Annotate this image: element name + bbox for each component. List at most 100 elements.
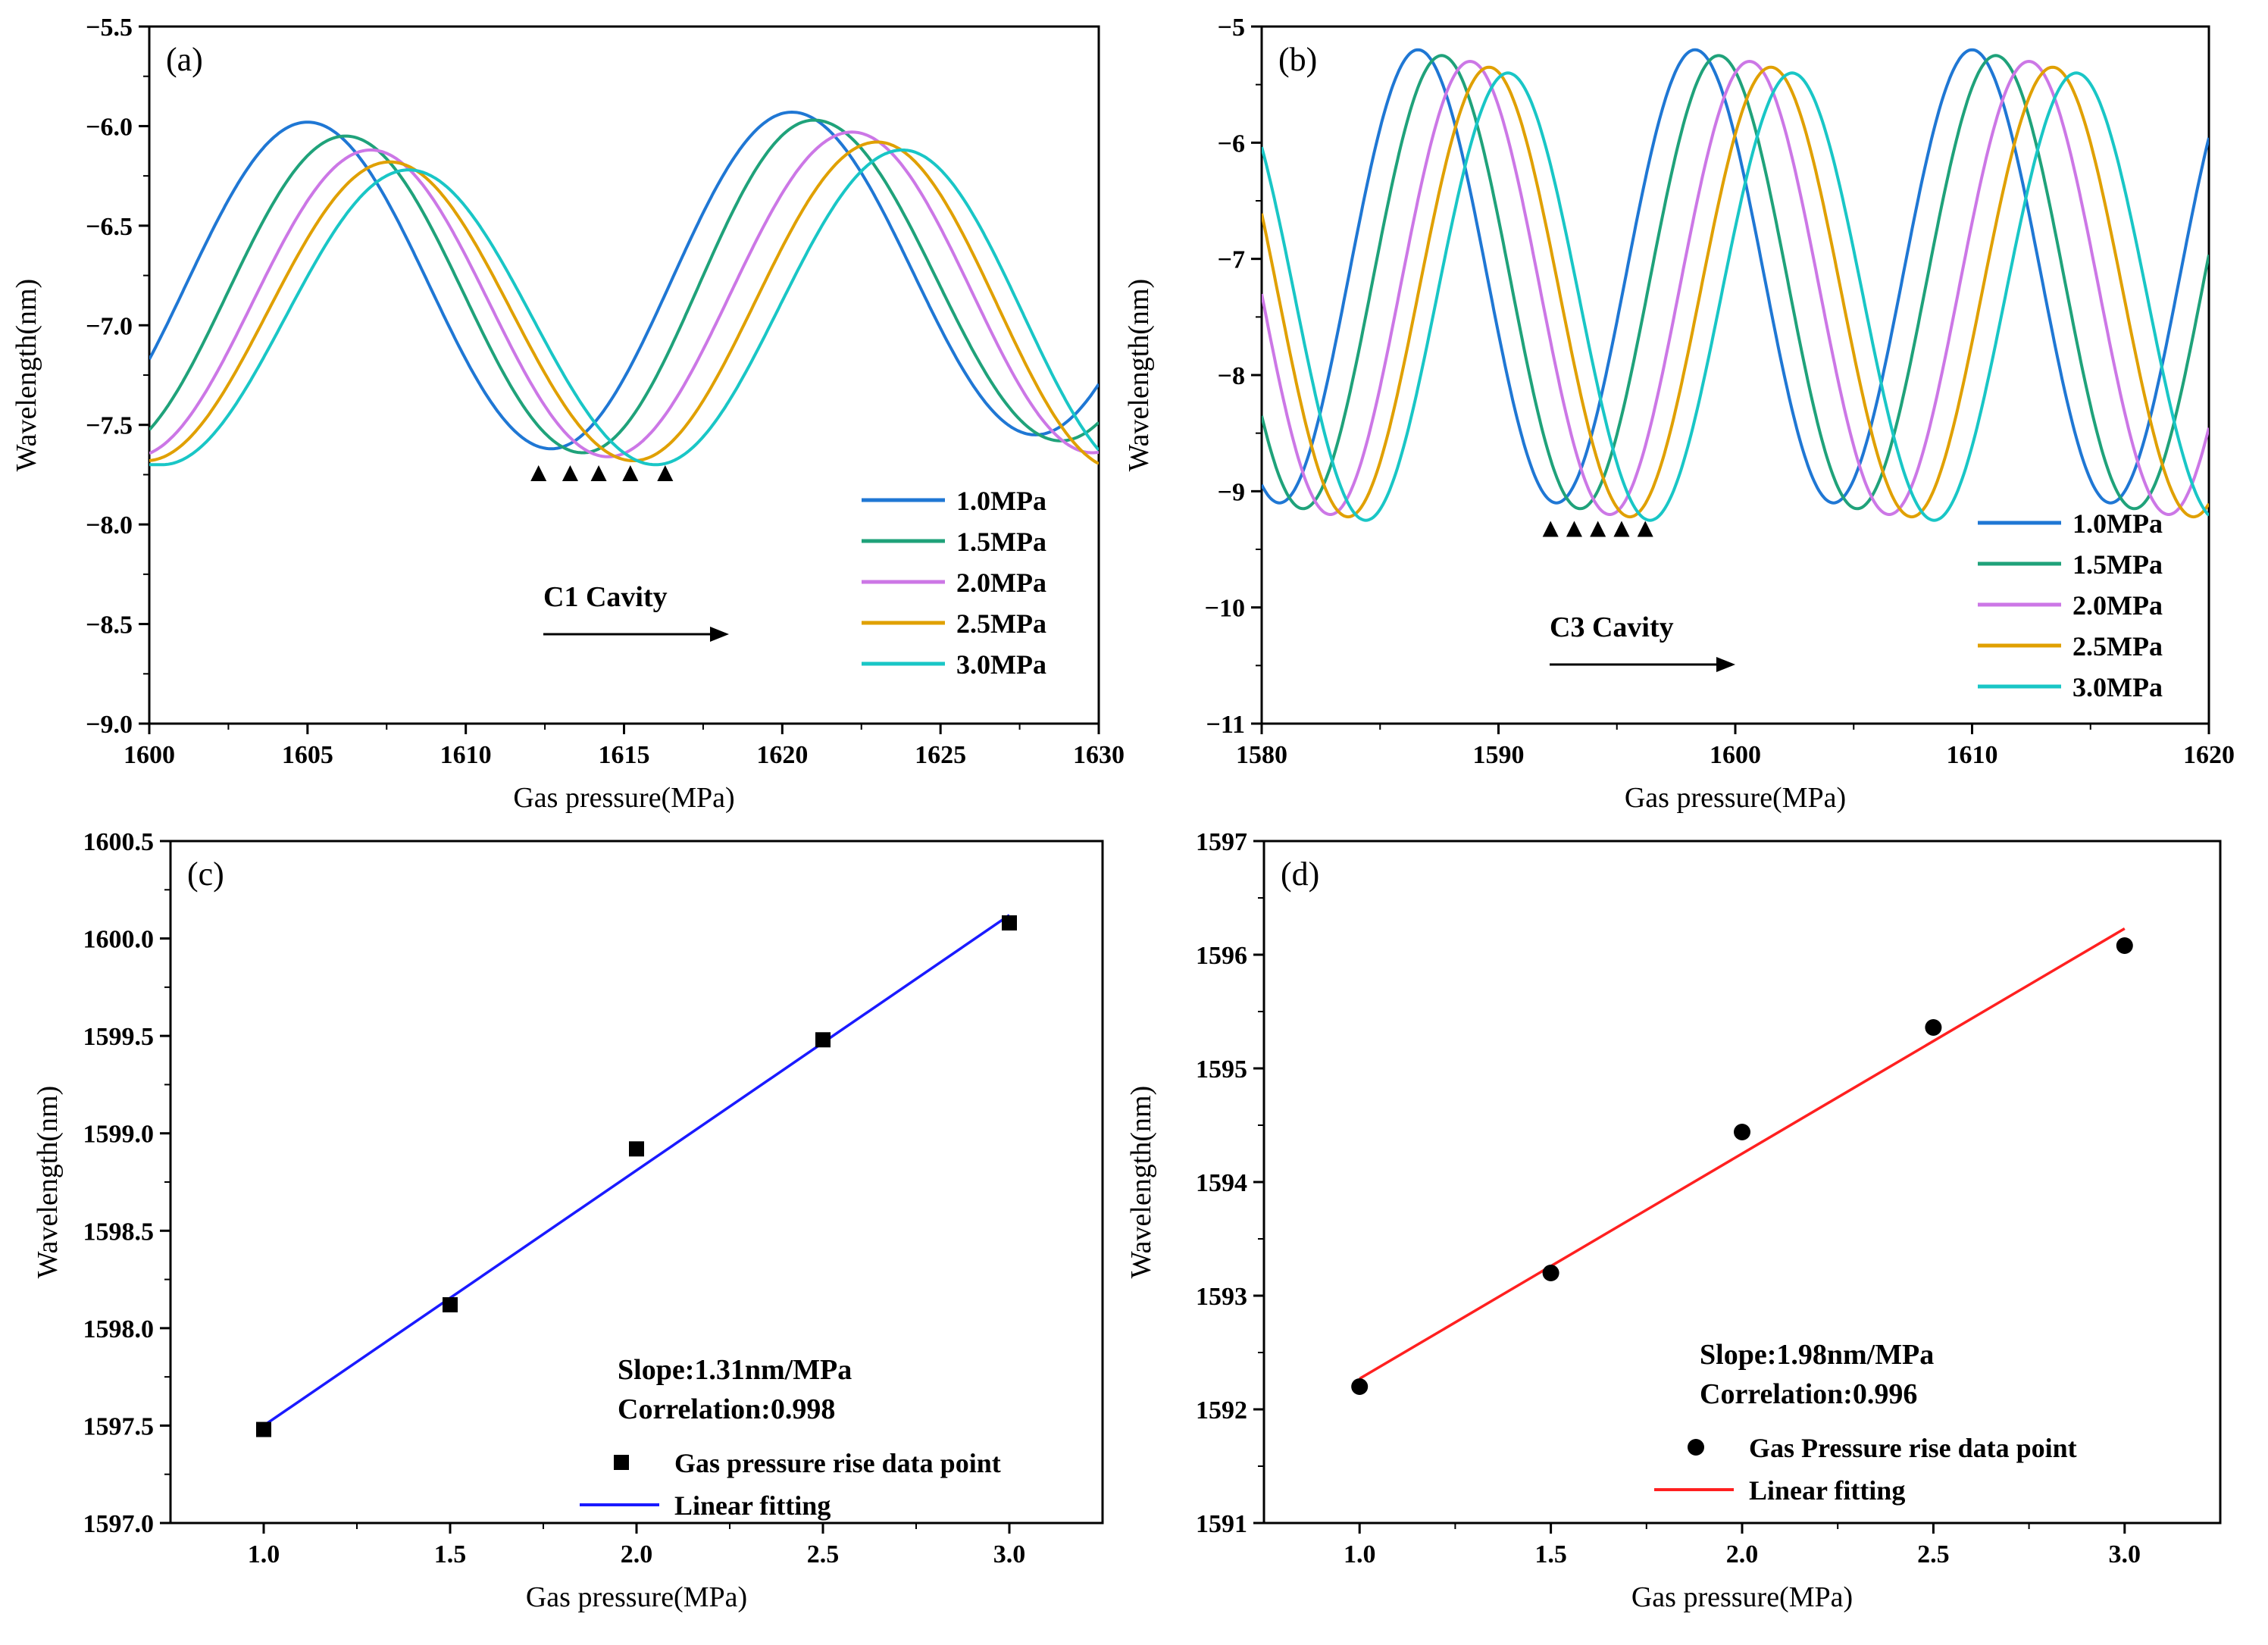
x-tick-label: 1605 [282, 741, 333, 769]
x-tick-label: 1.5 [434, 1540, 467, 1568]
arrow-head [1716, 657, 1735, 672]
x-tick-label: 1590 [1473, 741, 1525, 769]
x-tick-label: 1630 [1073, 741, 1125, 769]
y-tick-label: −7.0 [86, 312, 133, 340]
triangle-marker: ▲ [525, 457, 552, 487]
legend-label: 3.0MPa [956, 649, 1046, 680]
plot-area [149, 110, 1099, 467]
y-tick-label: −9 [1218, 478, 1245, 506]
panel-d: 1.0 1.5 2.0 2.5 3.0 1591 1592 1593 1594 1595 1596 1… [1125, 828, 2222, 1613]
triangle-marker: ▲ [1608, 512, 1635, 543]
y-tick-label: −5 [1218, 14, 1245, 42]
series-line-3.0MPa [1262, 71, 2209, 522]
y-tick-label: −9.0 [86, 711, 133, 739]
data-point [1351, 1378, 1369, 1395]
x-tick-label: 1620 [2183, 741, 2235, 769]
y-tick-label: −7.5 [86, 412, 133, 440]
series-line-2.0MPa [1262, 59, 2209, 516]
panel-c: 1.0 1.5 2.0 2.5 3.0 1597.0 1597.5 1598.0 1598.5 1… [32, 828, 1104, 1613]
triangle-marker: ▲ [617, 457, 644, 487]
legend-label: 3.0MPa [2072, 672, 2163, 702]
series-line-2.5MPa [1262, 65, 2209, 519]
y-tick-label: −6.0 [86, 113, 133, 141]
panel-label: (d) [1281, 855, 1319, 893]
slope-text: Slope:1.31nm/MPa [618, 1354, 852, 1386]
cavity-annotation: C1 Cavity [543, 581, 668, 613]
legend-marker [1688, 1439, 1704, 1456]
panel-a: 1600 1605 1610 1615 1620 1625 1630 −9.0 −8.5 −8.0… [11, 14, 1125, 814]
x-axis-title: Gas pressure(MPa) [1625, 782, 1846, 814]
legend-label: Gas Pressure rise data point [1749, 1433, 2077, 1463]
y-tick-label: 1593 [1196, 1283, 1247, 1311]
legend-marker [614, 1455, 629, 1470]
legend-label: 2.5MPa [956, 608, 1046, 639]
legend-label: 1.5MPa [956, 527, 1046, 557]
x-tick-label: 1.0 [1344, 1540, 1376, 1568]
legend-label: 1.5MPa [2072, 549, 2163, 580]
x-tick-label: 1580 [1236, 741, 1287, 769]
data-point [1002, 915, 1017, 930]
data-point [256, 1421, 271, 1437]
x-tick-label: 1610 [1947, 741, 1998, 769]
triangle-marker: ▲ [1561, 512, 1588, 543]
y-tick-label: −8.5 [86, 611, 133, 640]
x-axis-title: Gas pressure(MPa) [1631, 1581, 1853, 1613]
legend-label: 1.0MPa [2072, 508, 2163, 539]
x-tick-label: 1.0 [248, 1540, 280, 1568]
x-tick-label: 1.5 [1534, 1540, 1567, 1568]
y-tick-label: 1600.0 [83, 926, 155, 954]
data-point [443, 1297, 458, 1312]
x-tick-label: 2.5 [807, 1540, 840, 1568]
y-tick-label: 1597 [1196, 828, 1247, 856]
correlation-text: Correlation:0.998 [618, 1393, 835, 1425]
y-tick-label: −5.5 [86, 14, 133, 42]
x-tick-label: 1610 [440, 741, 492, 769]
plot-area [1262, 48, 2209, 522]
legend-label: Linear fitting [1749, 1475, 1905, 1506]
fit-line [263, 914, 1010, 1427]
data-point [1925, 1019, 1942, 1036]
triangle-marker: ▲ [1537, 512, 1564, 543]
data-point [629, 1141, 644, 1157]
series-line-3.0MPa [149, 149, 1099, 467]
x-tick-label: 2.5 [1917, 1540, 1950, 1568]
y-axis-title: Wavelength(nm) [11, 279, 42, 471]
series-line-2.0MPa [149, 130, 1099, 458]
triangle-marker: ▲ [585, 457, 612, 487]
y-tick-label: 1600.5 [83, 828, 155, 856]
data-point [1734, 1124, 1750, 1140]
y-tick-label: −11 [1206, 711, 1246, 739]
panel-label: (a) [166, 41, 203, 78]
triangle-marker: ▲ [652, 457, 679, 487]
x-tick-label: 2.0 [621, 1540, 653, 1568]
data-point [815, 1032, 831, 1048]
y-tick-label: 1597.0 [83, 1510, 155, 1538]
legend-label: 2.0MPa [956, 568, 1046, 598]
y-tick-label: −6 [1218, 130, 1245, 158]
y-tick-label: −6.5 [86, 213, 133, 241]
legend-label: 2.5MPa [2072, 631, 2163, 661]
x-tick-label: 2.0 [1726, 1540, 1759, 1568]
y-tick-label: 1599.0 [83, 1121, 155, 1149]
series-line-1.0MPa [149, 110, 1099, 451]
series-line-1.5MPa [149, 118, 1099, 455]
x-tick-label: 3.0 [2109, 1540, 2141, 1568]
legend-label: Linear fitting [674, 1490, 831, 1521]
slope-text: Slope:1.98nm/MPa [1700, 1339, 1934, 1371]
fit-line [1359, 927, 2126, 1381]
axes-frame [1262, 840, 2222, 1525]
y-tick-label: −8 [1218, 362, 1245, 390]
x-tick-label: 1620 [756, 741, 808, 769]
y-tick-label: 1598.5 [83, 1218, 155, 1246]
y-tick-label: 1596 [1196, 942, 1247, 970]
x-axis-title: Gas pressure(MPa) [513, 782, 734, 814]
y-tick-label: 1595 [1196, 1055, 1247, 1084]
x-axis-title: Gas pressure(MPa) [526, 1581, 747, 1613]
y-tick-label: 1591 [1196, 1510, 1247, 1538]
cavity-annotation: C3 Cavity [1550, 611, 1674, 643]
series-line-2.5MPa [149, 140, 1099, 465]
triangle-marker: ▲ [1631, 512, 1659, 543]
y-tick-label: 1599.5 [83, 1023, 155, 1051]
y-axis-title: Wavelength(nm) [1123, 279, 1155, 471]
